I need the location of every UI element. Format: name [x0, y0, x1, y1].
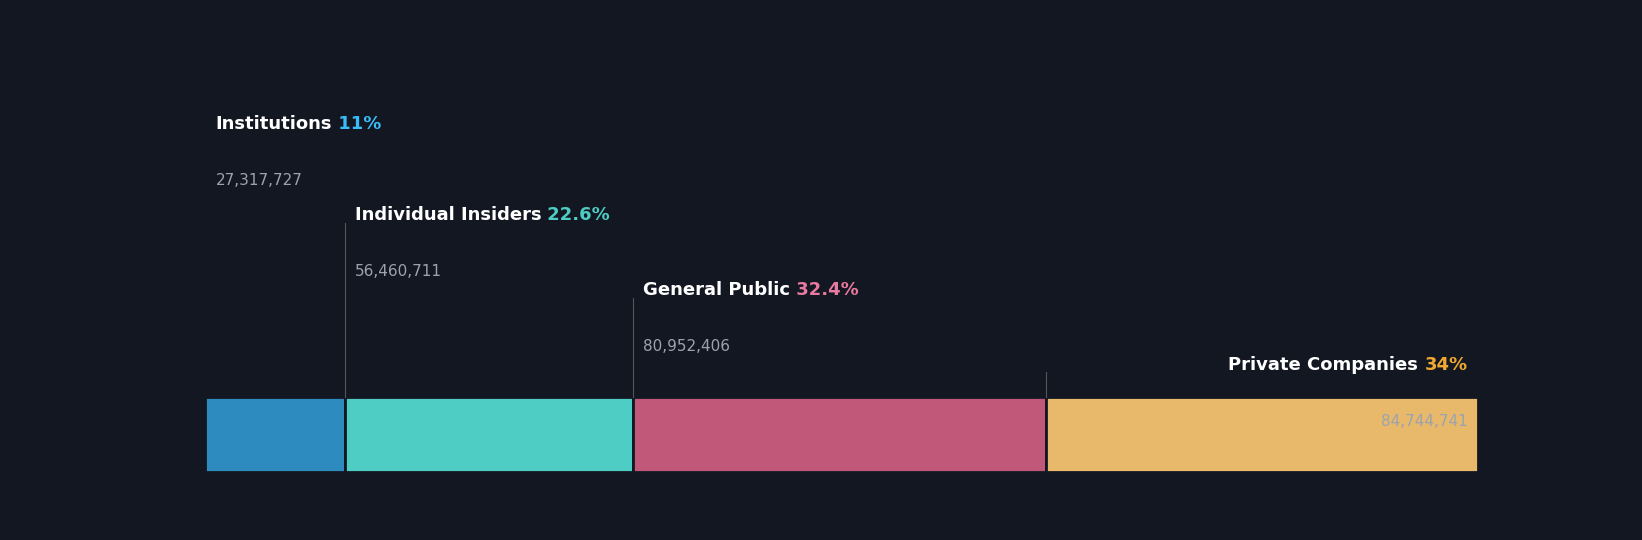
Text: 34%: 34% — [1425, 356, 1468, 374]
Text: 11%: 11% — [332, 114, 381, 133]
Text: 32.4%: 32.4% — [790, 281, 859, 299]
Text: 84,744,741: 84,744,741 — [1381, 414, 1468, 429]
Text: 27,317,727: 27,317,727 — [215, 173, 302, 188]
Bar — [345, 397, 632, 472]
Text: 56,460,711: 56,460,711 — [355, 265, 442, 279]
Text: Individual Insiders: Individual Insiders — [355, 206, 542, 224]
Bar — [205, 397, 345, 472]
Text: Private Companies: Private Companies — [1228, 356, 1425, 374]
Text: 80,952,406: 80,952,406 — [642, 339, 729, 354]
Text: Institutions: Institutions — [215, 114, 332, 133]
Text: General Public: General Public — [642, 281, 790, 299]
Bar — [1046, 397, 1478, 472]
Bar — [632, 397, 1046, 472]
Text: 22.6%: 22.6% — [542, 206, 611, 224]
